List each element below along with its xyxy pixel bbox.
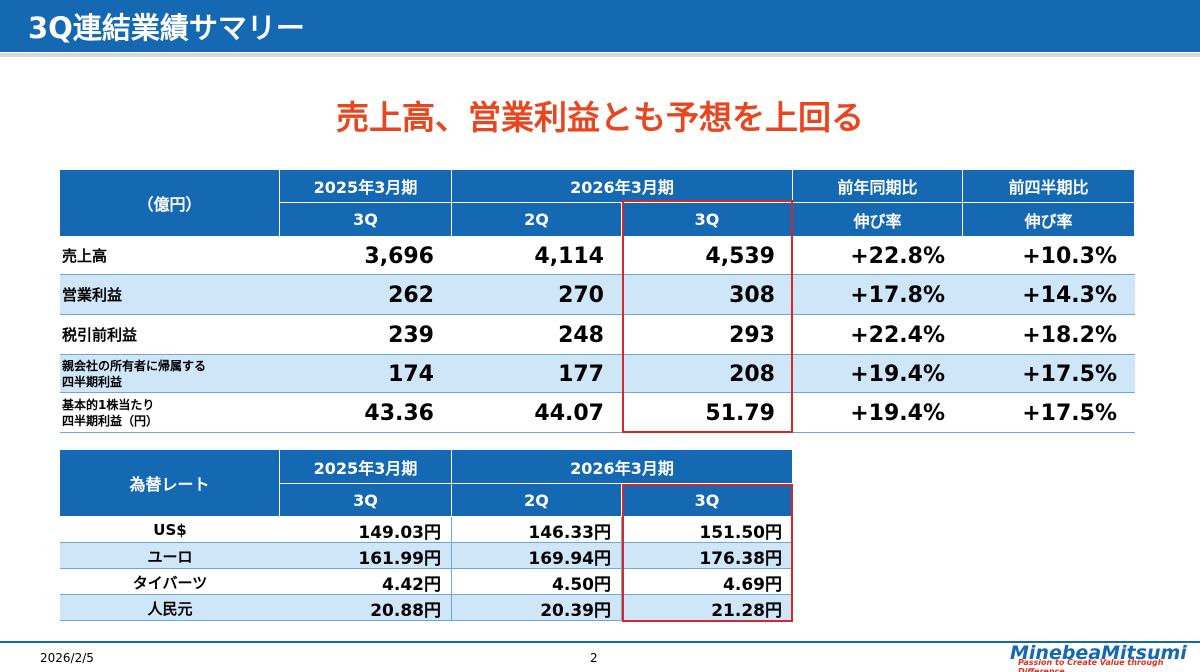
value-cell: 4,539 [705,243,775,269]
value-cell: 262 [388,282,434,308]
table-row [60,355,1135,393]
value-cell: 3,696 [364,243,434,269]
header-cell: 伸び率 [963,203,1135,237]
header-cell: 為替レート [60,450,280,517]
value-cell: 4.42円 [280,569,452,595]
value-cell: 239 [388,322,434,348]
table-row [60,275,1135,315]
row-label: US$ [153,521,187,539]
value-cell: 169.94円 [452,543,622,569]
header-cell: 前年同期比 [793,170,963,203]
value-cell: 43.36 [364,400,434,426]
row-label: タイバーツ [132,573,208,592]
value-cell: +22.4% [850,322,945,348]
value-cell: +19.4% [850,400,945,426]
value-cell: +19.4% [850,361,945,387]
value-cell: 270 [558,282,604,308]
row-label: 親会社の所有者に帰属する 四半期利益 [60,355,280,393]
page-number: 2 [590,651,598,665]
row-label: ユーロ [147,547,193,566]
table-row [60,393,1135,433]
value-cell: 174 [388,361,434,387]
value-cell: 149.03円 [280,517,452,543]
table-row [60,569,793,595]
value-cell: 20.88円 [280,595,452,621]
row-label-line: 親会社の所有者に帰属する [62,359,207,373]
header-cell: 前四半期比 [963,170,1135,203]
header-cell: 2025年3月期 [280,170,452,203]
highlight-box [622,484,793,622]
value-cell: +22.8% [850,243,945,269]
table-row [60,315,1135,355]
header-cell: 2025年3月期 [280,450,452,484]
header-cell: 2026年3月期 [452,170,793,203]
value-cell: 293 [729,322,775,348]
row-label-line: 売上高 [62,246,108,265]
value-cell: +18.2% [1022,322,1117,348]
value-cell: 4,114 [534,243,604,269]
header-cell: 3Q [280,484,452,517]
header-cell: 2026年3月期 [452,450,793,484]
value-cell: +17.8% [850,282,945,308]
table-row [60,517,793,543]
header-cell: 3Q [622,484,793,517]
row-label: 人民元 [147,599,193,618]
header-cell: （億円） [60,170,280,237]
table-row [60,595,793,621]
tagline: Passion to Create Value through Differen… [1018,657,1164,672]
row-label-line: 営業利益 [62,285,123,304]
table-row [60,237,1135,275]
header-rule [0,53,1200,57]
value-cell: 44.07 [534,400,604,426]
row-label: 売上高 [60,237,280,275]
row-label-line: 税引前利益 [62,325,138,344]
header-cell: 3Q [280,203,452,237]
row-label-line: 基本的1株当たり [62,398,155,412]
brand: MinebeaMitsumi [1010,642,1187,664]
row-label: 税引前利益 [60,315,280,355]
value-cell: +14.3% [1022,282,1117,308]
value-cell: 51.79 [705,400,775,426]
value-cell: 208 [729,361,775,387]
headline: 売上高、営業利益とも予想を上回る [336,98,864,137]
value-cell: 248 [558,322,604,348]
header-cell: 伸び率 [793,203,963,237]
header-cell: 2Q [452,484,622,517]
header-cell: 3Q [622,203,793,237]
value-cell: +17.5% [1022,361,1117,387]
row-label-line: 四半期利益（円） [62,414,159,428]
row-label-line: 四半期利益 [62,375,123,389]
value-cell: +10.3% [1022,243,1117,269]
header-bar: 3Q連結業績サマリー [0,0,1200,52]
value-cell: 161.99円 [280,543,452,569]
header-cell: 2Q [452,203,622,237]
slide-title: 3Q連結業績サマリー [28,11,305,45]
row-label: 営業利益 [60,275,280,315]
value-cell: 177 [558,361,604,387]
highlight-box [622,200,793,433]
value-cell: +17.5% [1022,400,1117,426]
value-cell: 308 [729,282,775,308]
footer-date: 2026/2/5 [40,651,94,665]
footer-rule [0,641,1200,643]
table-row [60,543,793,569]
value-cell: 4.50円 [452,569,622,595]
row-label: 基本的1株当たり 四半期利益（円） [60,393,280,433]
value-cell: 20.39円 [452,595,622,621]
value-cell: 146.33円 [452,517,622,543]
